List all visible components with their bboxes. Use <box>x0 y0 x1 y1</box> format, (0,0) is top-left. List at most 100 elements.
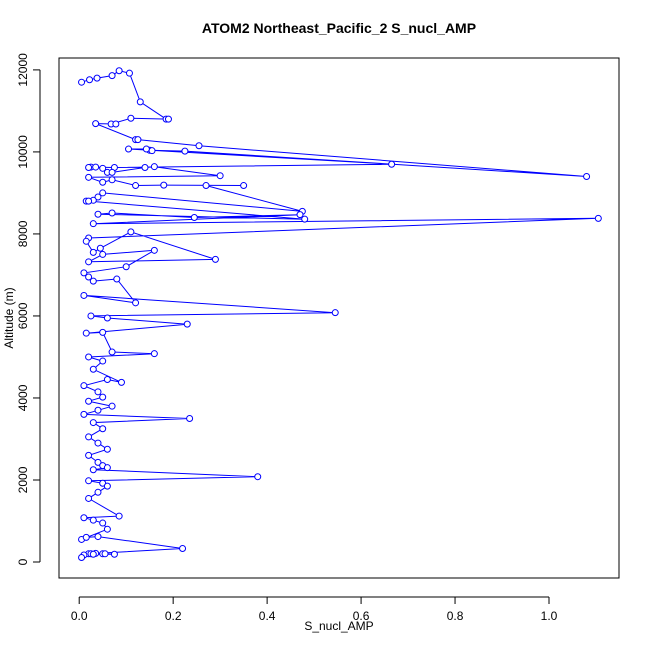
data-point <box>195 142 203 150</box>
data-point <box>99 164 107 172</box>
x-tick-label: 0.2 <box>165 609 182 623</box>
data-point <box>112 120 120 128</box>
data-point <box>85 273 93 281</box>
data-point <box>136 98 144 106</box>
x-tick-label: 0.6 <box>353 609 370 623</box>
data-point <box>89 550 97 558</box>
data-point <box>82 533 90 541</box>
data-point <box>254 473 262 481</box>
data-point <box>82 237 90 245</box>
data-point <box>103 314 111 322</box>
data-point <box>240 182 248 190</box>
data-point <box>113 275 121 283</box>
data-point <box>89 419 97 427</box>
data-point <box>301 215 309 223</box>
data-point <box>202 182 210 190</box>
data-point <box>94 458 102 466</box>
data-point <box>94 210 102 218</box>
data-point <box>125 69 133 77</box>
data-point <box>108 72 116 80</box>
x-tick-label: 0.0 <box>71 609 88 623</box>
data-point <box>99 357 107 365</box>
data-point <box>108 209 116 217</box>
data-point <box>134 136 142 144</box>
y-axis-label: Altitude (m) <box>2 287 16 348</box>
data-point <box>99 425 107 433</box>
data-point <box>108 402 116 410</box>
data-point <box>85 353 93 361</box>
data-point <box>148 147 156 155</box>
data-point <box>164 115 172 123</box>
data-point <box>160 181 168 189</box>
data-point <box>80 291 88 299</box>
data-point <box>216 172 224 180</box>
data-point <box>108 348 116 356</box>
data-point <box>99 328 107 336</box>
data-point <box>99 189 107 197</box>
data-point <box>85 433 93 441</box>
data-point <box>179 544 187 552</box>
data-point <box>150 350 158 358</box>
data-point <box>103 445 111 453</box>
data-point <box>93 74 101 82</box>
data-point <box>108 176 116 184</box>
data-point <box>78 78 86 86</box>
data-point <box>99 178 107 186</box>
data-point <box>190 214 198 222</box>
data-point <box>132 182 140 190</box>
data-point <box>388 160 396 168</box>
x-tick-label: 1.0 <box>541 609 558 623</box>
data-point <box>110 550 118 558</box>
x-tick-label: 0.4 <box>259 609 276 623</box>
data-point <box>80 269 88 277</box>
data-point <box>86 76 94 84</box>
data-point <box>583 173 591 181</box>
data-point <box>141 163 149 171</box>
data-point <box>99 393 107 401</box>
y-tick-label: 12000 <box>16 53 30 87</box>
data-point <box>94 439 102 447</box>
y-tick-label: 4000 <box>16 384 30 411</box>
data-point <box>85 397 93 405</box>
y-tick-label: 8000 <box>16 220 30 247</box>
data-point <box>85 451 93 459</box>
data-point <box>94 388 102 396</box>
data-point <box>103 464 111 472</box>
y-tick-label: 6000 <box>16 302 30 329</box>
data-point <box>211 255 219 263</box>
data-point <box>150 163 158 171</box>
data-point <box>94 193 102 201</box>
data-point <box>103 482 111 490</box>
data-point <box>82 329 90 337</box>
data-point <box>94 488 102 496</box>
data-point <box>103 376 111 384</box>
data-point <box>85 197 93 205</box>
data-point <box>85 477 93 485</box>
data-point <box>122 263 130 271</box>
data-point <box>331 309 339 317</box>
data-point <box>92 163 100 171</box>
y-tick-label: 0 <box>16 558 30 565</box>
data-point <box>296 211 304 219</box>
data-point <box>89 365 97 373</box>
data-point <box>127 228 135 236</box>
data-point <box>99 250 107 258</box>
data-point <box>150 246 158 254</box>
data-point <box>132 299 140 307</box>
plot-frame <box>58 57 620 579</box>
data-point <box>115 512 123 520</box>
data-point <box>103 525 111 533</box>
data-point <box>94 533 102 541</box>
data-point <box>89 220 97 228</box>
data-point <box>181 147 189 155</box>
data-point <box>85 173 93 181</box>
data-point <box>89 248 97 256</box>
chart-title: ATOM2 Northeast_Pacific_2 S_nucl_AMP <box>202 20 476 36</box>
data-point <box>78 553 86 561</box>
data-point <box>115 67 123 75</box>
data-point <box>125 145 133 153</box>
x-tick-label: 0.8 <box>447 609 464 623</box>
data-point <box>117 378 125 386</box>
